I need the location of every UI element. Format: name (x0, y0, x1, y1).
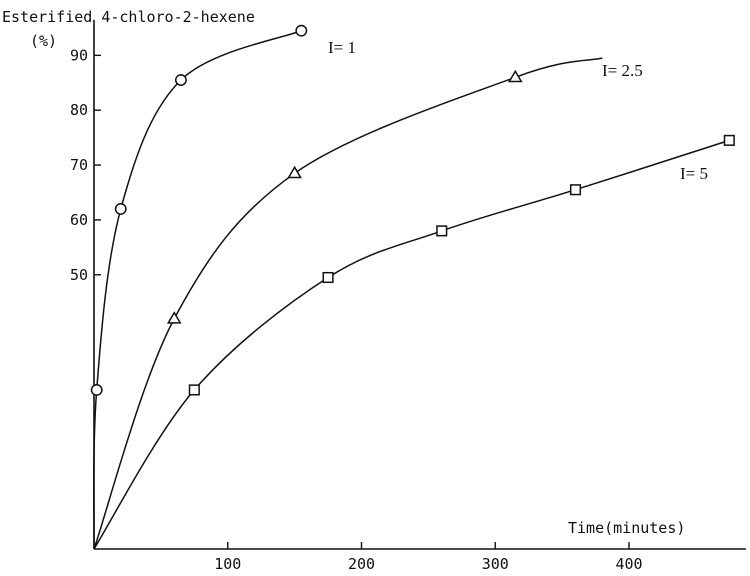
axis-ticks: 100 200 300 400 50 60 70 80 90 (70, 46, 643, 573)
y-axis-title: Esterified 4-chloro-2-hexene (2, 8, 255, 26)
y-tick-label: 80 (70, 101, 88, 119)
series-label-i1: I= 1 (328, 38, 356, 57)
data-point-square (436, 225, 448, 237)
series-label-i5: I= 5 (680, 164, 708, 183)
series-curve (93, 30, 302, 550)
series-curves (93, 30, 730, 550)
x-tick-label: 400 (615, 555, 642, 573)
y-tick-label: 50 (70, 266, 88, 284)
series-curve (93, 139, 730, 550)
data-point-triangle (508, 69, 523, 83)
x-axis-title: Time(minutes) (568, 519, 685, 537)
x-tick-label: 200 (348, 555, 375, 573)
y-axis-unit: (%) (30, 32, 57, 50)
y-tick-label: 60 (70, 211, 88, 229)
data-point-square (188, 384, 200, 396)
y-tick-label: 90 (70, 46, 88, 64)
series-curve (93, 57, 603, 550)
y-tick-label: 70 (70, 156, 88, 174)
data-point-triangle (166, 311, 182, 324)
data-point-square (569, 184, 582, 196)
data-point-circle (174, 74, 187, 86)
x-tick-label: 300 (482, 555, 509, 573)
series-markers (90, 24, 735, 396)
data-point-circle (295, 24, 308, 37)
data-point-triangle (287, 165, 302, 179)
series-label-i25: I= 2.5 (602, 61, 643, 80)
data-point-circle (114, 202, 127, 215)
data-point-square (322, 271, 334, 284)
data-point-square (723, 134, 735, 146)
x-tick-label: 100 (214, 555, 241, 573)
data-point-circle (90, 383, 103, 396)
